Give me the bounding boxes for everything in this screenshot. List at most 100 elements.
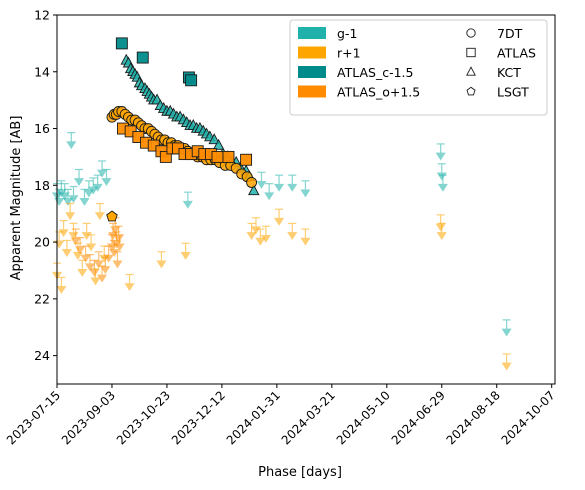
legend-label: LSGT xyxy=(497,85,529,100)
y-tick-label: 14 xyxy=(34,64,50,79)
upper-limit-point xyxy=(56,276,67,294)
limit-arrow-icon xyxy=(86,243,97,252)
limit-arrow-icon xyxy=(75,246,86,255)
upper-limit-point xyxy=(124,273,135,292)
upper-limit-point xyxy=(75,236,86,255)
limit-arrow-icon xyxy=(287,232,298,240)
limit-arrow-icon xyxy=(300,237,311,246)
limit-arrow-icon xyxy=(264,192,275,201)
limit-arrow-icon xyxy=(81,232,92,240)
upper-limit-point xyxy=(66,131,77,150)
upper-limit-point xyxy=(93,251,104,269)
upper-limit-point xyxy=(436,163,447,181)
limit-arrow-icon xyxy=(94,212,105,221)
upper-limit-point xyxy=(62,188,74,206)
upper-limit-point xyxy=(182,191,193,209)
legend: g-1 r+1 ATLAS_c-1.5 ATLAS_o+1.5 7DT ATLAS KCT L… xyxy=(289,19,548,116)
limit-arrow-icon xyxy=(114,243,125,252)
upper-limit-point xyxy=(300,228,311,246)
data-point xyxy=(136,51,149,64)
x-tick-label: 2024-03-21 xyxy=(279,388,338,447)
limit-arrow-icon xyxy=(62,198,74,206)
limit-arrow-icon xyxy=(61,249,72,257)
limit-arrow-icon xyxy=(97,274,108,283)
upper-limit-point xyxy=(255,228,266,246)
legend-marker-triangle-icon xyxy=(466,66,476,76)
y-tick-label: 24 xyxy=(34,348,50,363)
upper-limit-point xyxy=(70,228,81,246)
legend-swatch xyxy=(298,85,326,98)
limit-arrow-icon xyxy=(103,254,114,263)
upper-limit-point xyxy=(68,185,79,204)
upper-limit-point xyxy=(97,160,108,178)
data-point xyxy=(208,133,220,145)
x-tick-label: 2023-12-12 xyxy=(169,388,228,447)
upper-limit-point xyxy=(274,174,285,192)
legend-label: KCT xyxy=(497,65,521,80)
upper-limit-point xyxy=(81,222,92,240)
limit-arrow-icon xyxy=(501,328,512,337)
x-tick-label: 2024-01-31 xyxy=(224,388,283,447)
upper-limit-point xyxy=(180,242,191,260)
upper-limit-markers xyxy=(51,131,512,371)
data-point xyxy=(212,138,225,150)
limit-arrow-icon xyxy=(77,268,88,277)
y-tick-label: 16 xyxy=(34,121,50,136)
legend-swatch xyxy=(298,27,326,39)
limit-arrow-icon xyxy=(274,217,285,226)
limit-arrow-icon xyxy=(83,189,94,198)
upper-limit-point xyxy=(250,217,262,235)
limit-arrow-icon xyxy=(287,183,298,192)
data-point xyxy=(246,177,258,188)
limit-arrow-icon xyxy=(101,178,112,187)
y-tick-label: 22 xyxy=(34,291,50,306)
x-tick-label: 2023-09-03 xyxy=(59,388,118,447)
upper-limit-point xyxy=(300,180,311,198)
y-tick-label: 12 xyxy=(34,8,50,23)
limit-arrow-icon xyxy=(59,192,70,201)
data-point xyxy=(159,150,172,163)
axes-border xyxy=(56,14,556,385)
limit-arrow-icon xyxy=(180,251,191,260)
upper-limit-point xyxy=(260,225,271,243)
limit-arrow-icon xyxy=(80,254,91,263)
limit-arrow-icon xyxy=(274,183,285,192)
legend-label: g-1 xyxy=(337,26,357,41)
limit-arrow-icon xyxy=(112,260,123,269)
upper-limit-point xyxy=(103,245,114,263)
data-point xyxy=(240,153,253,166)
legend-label: ATLAS_o+1.5 xyxy=(337,85,420,100)
limit-arrow-icon xyxy=(182,200,193,209)
y-tick-label: 18 xyxy=(34,178,50,193)
limit-arrow-icon xyxy=(90,277,101,286)
limit-arrow-icon xyxy=(65,212,76,221)
detection-markers xyxy=(106,37,260,222)
upper-limit-point xyxy=(83,180,94,198)
limit-arrow-icon xyxy=(79,198,90,206)
upper-limit-point xyxy=(287,174,298,192)
data-point xyxy=(106,210,118,222)
limit-arrow-icon xyxy=(246,232,257,240)
limit-arrow-icon xyxy=(124,283,135,292)
limit-arrow-icon xyxy=(435,152,446,161)
upper-limit-point xyxy=(88,177,99,195)
limit-arrow-icon xyxy=(436,232,447,240)
limit-arrow-icon xyxy=(88,186,99,195)
legend-label: ATLAS_c-1.5 xyxy=(337,65,413,80)
upper-limit-point xyxy=(59,183,70,201)
upper-limit-point xyxy=(94,202,105,221)
upper-limit-point xyxy=(90,268,101,286)
legend-marker-pentagon-icon xyxy=(466,86,476,96)
limit-arrow-icon xyxy=(300,189,311,198)
limit-arrow-icon xyxy=(68,195,79,204)
x-tick-label: 2024-05-10 xyxy=(334,388,393,447)
upper-limit-point xyxy=(89,259,100,277)
upper-limit-point xyxy=(61,239,72,257)
upper-limit-point xyxy=(264,183,275,201)
limit-arrow-icon xyxy=(84,263,96,272)
upper-limit-point xyxy=(437,174,448,192)
limit-arrow-icon xyxy=(501,362,512,371)
legend-label: ATLAS xyxy=(497,46,536,61)
limit-arrow-icon xyxy=(109,249,120,257)
upper-limit-point xyxy=(112,251,123,269)
